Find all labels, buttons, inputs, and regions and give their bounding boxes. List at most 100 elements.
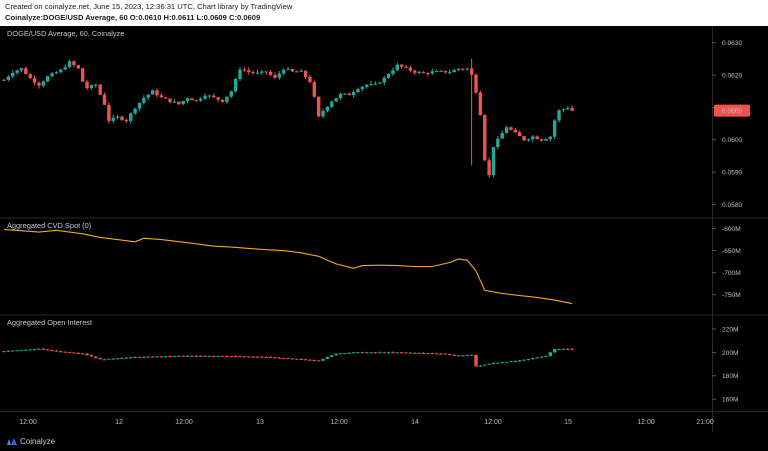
candle-up: [552, 349, 557, 353]
candle-down: [124, 119, 129, 122]
candle-up: [439, 70, 443, 72]
candle-up: [500, 133, 504, 139]
candle-up: [456, 68, 461, 70]
y-tick-label: 0.0600: [722, 137, 743, 144]
last-price-label: 0.0609: [722, 108, 743, 115]
candle-down: [400, 64, 404, 67]
last-price-tag: [714, 104, 750, 117]
candle-down: [80, 68, 85, 82]
candle-down: [360, 352, 365, 354]
candle-down: [413, 70, 417, 73]
y-tick-label: -750M: [722, 292, 741, 299]
candle-up: [59, 69, 63, 73]
candle-down: [382, 352, 386, 354]
candle-up: [500, 362, 504, 364]
candle-up: [277, 73, 282, 78]
candle-up: [491, 362, 496, 364]
candle-up: [566, 108, 570, 110]
candle-up: [203, 95, 207, 99]
candle-down: [439, 353, 443, 355]
candle-down: [164, 97, 168, 99]
candle-down: [63, 351, 67, 353]
candle-down: [28, 74, 32, 79]
candle-up: [548, 352, 552, 356]
candle-down: [85, 81, 89, 89]
candle-up: [207, 355, 212, 357]
candle-up: [146, 94, 150, 98]
candle-up: [120, 358, 124, 360]
candle-up: [509, 361, 513, 363]
candle-up: [46, 76, 50, 82]
candle-up: [395, 64, 400, 71]
candle-up: [94, 84, 98, 86]
brand-name[interactable]: Coinalyze: [20, 437, 56, 446]
candle-up: [504, 127, 509, 134]
candle-up: [356, 89, 360, 93]
candle-down: [443, 70, 448, 73]
candle-down: [373, 352, 378, 354]
candle-down: [570, 348, 574, 350]
candle-down: [264, 71, 268, 73]
candle-up: [513, 360, 518, 362]
candle-down: [535, 136, 539, 140]
candle-up: [142, 97, 146, 103]
candle-down: [225, 355, 229, 357]
candle-down: [312, 360, 316, 362]
candle-down: [448, 354, 452, 356]
candle-up: [347, 352, 351, 354]
candle-up: [146, 356, 150, 358]
candle-down: [347, 93, 351, 96]
candle-down: [137, 357, 142, 359]
y-tick-label: 0.0590: [722, 170, 743, 177]
candle-up: [115, 116, 120, 118]
candle-down: [212, 355, 216, 357]
candle-down: [430, 353, 434, 355]
candle-up: [544, 355, 548, 357]
candle-down: [299, 359, 303, 361]
candle-up: [207, 95, 212, 97]
candle-down: [220, 355, 225, 357]
candle-up: [552, 120, 557, 137]
chart-header: Created on coinalyze.net, June 15, 2023,…: [0, 0, 768, 26]
candle-up: [483, 364, 487, 366]
candle-up: [133, 357, 137, 359]
candle-down: [421, 72, 426, 74]
candle-down: [150, 356, 155, 358]
candle-down: [181, 355, 185, 357]
candle-up: [338, 93, 343, 99]
candle-down: [247, 356, 251, 358]
candle-up: [413, 352, 417, 354]
candle-up: [321, 358, 325, 361]
candle-up: [369, 83, 373, 85]
candle-down: [487, 160, 491, 176]
candle-down: [308, 359, 312, 361]
candle-up: [255, 72, 260, 74]
candle-up: [6, 350, 11, 352]
candle-up: [115, 358, 120, 360]
candle-down: [461, 68, 465, 70]
candle-down: [286, 358, 290, 360]
candle-down: [251, 71, 255, 73]
candle-up: [365, 84, 369, 87]
candle-down: [273, 74, 277, 78]
candle-up: [561, 109, 566, 111]
candle-down: [59, 351, 63, 353]
candle-down: [220, 99, 225, 102]
candle-down: [264, 356, 268, 358]
candle-down: [229, 356, 233, 358]
candle-down: [522, 136, 526, 141]
candle-up: [356, 352, 360, 354]
candle-up: [15, 70, 19, 73]
candle-up: [465, 68, 469, 70]
candle-down: [107, 104, 111, 121]
y-tick-label: 0.0620: [722, 72, 743, 79]
candle-up: [67, 61, 72, 68]
y-tick-label: 160M: [722, 397, 739, 404]
y-tick-label: 0.0630: [722, 40, 743, 47]
x-tick-label: 12:00: [19, 419, 37, 426]
candle-up: [164, 356, 168, 358]
candle-up: [378, 352, 382, 354]
candle-up: [535, 357, 539, 359]
chart-canvas[interactable]: DOGE/USD Average, 60, Coinalyze 0.0630 0.0…: [0, 0, 768, 432]
candle-down: [72, 61, 76, 66]
